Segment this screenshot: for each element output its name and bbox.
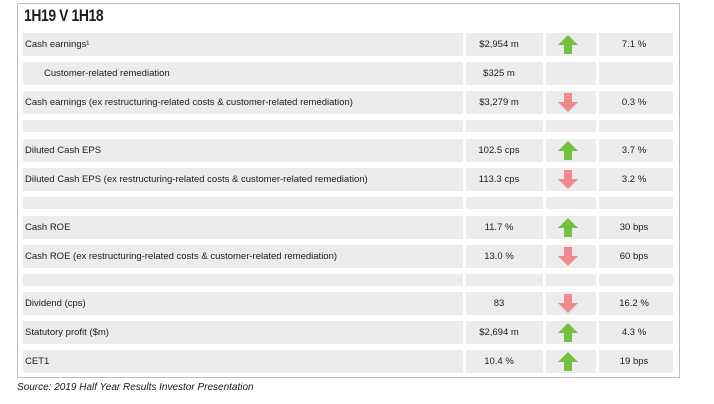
section-spacer: [23, 197, 673, 209]
column-divider: [463, 216, 466, 239]
column-divider: [463, 321, 466, 344]
row-value: $3,279 m: [479, 97, 519, 108]
source-note: Source: 2019 Half Year Results Investor …: [17, 382, 254, 393]
row-change: 30 bps: [619, 222, 649, 233]
row-value: 11.7 %: [484, 222, 514, 233]
row-label: Cash earnings (ex restructuring-related …: [25, 97, 353, 108]
column-divider: [596, 274, 599, 286]
arrow-up-icon: [555, 350, 581, 373]
column-divider: [596, 33, 599, 56]
column-divider: [543, 216, 546, 239]
row-change: [613, 62, 655, 85]
row-label: Statutory profit ($m): [25, 327, 109, 338]
column-divider: [596, 197, 599, 209]
row-change: 60 bps: [619, 251, 649, 262]
column-divider: [596, 292, 599, 315]
column-divider: [596, 91, 599, 114]
column-divider: [543, 350, 546, 373]
table-row: Statutory profit ($m) $2,694 m 4.3 %: [23, 321, 673, 344]
row-label: Cash earnings¹: [25, 39, 90, 50]
column-divider: [543, 120, 546, 132]
column-divider: [596, 168, 599, 191]
column-divider: [463, 120, 466, 132]
arrow-up-icon: [555, 139, 581, 162]
column-divider: [463, 168, 466, 191]
column-divider: [543, 33, 546, 56]
column-divider: [543, 168, 546, 191]
row-label: Diluted Cash EPS (ex restructuring-relat…: [25, 174, 368, 185]
row-change: 7.1 %: [621, 39, 647, 50]
table-row: Customer-related remediation $325 m: [23, 62, 673, 85]
column-divider: [463, 33, 466, 56]
row-value: 102.5 cps: [478, 145, 520, 156]
column-divider: [463, 292, 466, 315]
row-change: 4.3 %: [621, 327, 647, 338]
column-divider: [596, 350, 599, 373]
row-value: $2,694 m: [479, 327, 519, 338]
no-arrow: [555, 62, 581, 85]
column-divider: [596, 120, 599, 132]
column-divider: [543, 62, 546, 85]
row-change: 16.2 %: [619, 298, 649, 309]
table-row: Dividend (cps) 83 16.2 %: [23, 292, 673, 315]
arrow-down-icon: [555, 168, 581, 191]
table-row: CET1 10.4 % 19 bps: [23, 350, 673, 373]
row-label: Customer-related remediation: [44, 68, 170, 79]
column-divider: [543, 139, 546, 162]
column-divider: [543, 245, 546, 268]
table-row: Diluted Cash EPS (ex restructuring-relat…: [23, 168, 673, 191]
column-divider: [596, 216, 599, 239]
column-divider: [543, 321, 546, 344]
column-divider: [596, 245, 599, 268]
column-divider: [463, 245, 466, 268]
column-divider: [543, 274, 546, 286]
column-divider: [543, 197, 546, 209]
row-change: 3.7 %: [621, 145, 647, 156]
row-change: 19 bps: [619, 356, 649, 367]
column-divider: [463, 350, 466, 373]
arrow-down-icon: [555, 245, 581, 268]
row-value: 83: [493, 298, 505, 309]
column-divider: [463, 62, 466, 85]
row-label: Dividend (cps): [25, 298, 86, 309]
column-divider: [463, 197, 466, 209]
arrow-up-icon: [555, 216, 581, 239]
row-change: 3.2 %: [621, 174, 647, 185]
row-change: 0.3 %: [621, 97, 647, 108]
row-label: Diluted Cash EPS: [25, 145, 102, 156]
table-row: Cash ROE 11.7 % 30 bps: [23, 216, 673, 239]
column-divider: [463, 139, 466, 162]
row-value: 13.0 %: [484, 251, 514, 262]
section-spacer: [23, 120, 673, 132]
row-label: Cash ROE (ex restructuring-related costs…: [25, 251, 338, 262]
row-label: Cash ROE: [25, 222, 71, 233]
table-row: Cash ROE (ex restructuring-related costs…: [23, 245, 673, 268]
table-row: Diluted Cash EPS 102.5 cps 3.7 %: [23, 139, 673, 162]
arrow-down-icon: [555, 91, 581, 114]
section-spacer: [23, 274, 673, 286]
column-divider: [596, 62, 599, 85]
row-value: $325 m: [483, 68, 515, 79]
column-divider: [543, 91, 546, 114]
row-value: 113.3 cps: [478, 174, 520, 185]
column-divider: [596, 321, 599, 344]
column-divider: [596, 139, 599, 162]
table-row: Cash earnings¹ $2,954 m 7.1 %: [23, 33, 673, 56]
column-divider: [543, 292, 546, 315]
arrow-up-icon: [555, 321, 581, 344]
column-divider: [463, 91, 466, 114]
table-row: Cash earnings (ex restructuring-related …: [23, 91, 673, 114]
table-title: 1H19 V 1H18: [24, 6, 104, 25]
row-label: CET1: [25, 356, 50, 367]
arrow-down-icon: [555, 292, 581, 315]
results-table-frame: 1H19 V 1H18 Cash earnings¹ $2,954 m 7.1 % C…: [17, 3, 680, 378]
row-value: $2,954 m: [479, 39, 519, 50]
row-value: 10.4 %: [484, 356, 514, 367]
column-divider: [463, 274, 466, 286]
arrow-up-icon: [555, 33, 581, 56]
